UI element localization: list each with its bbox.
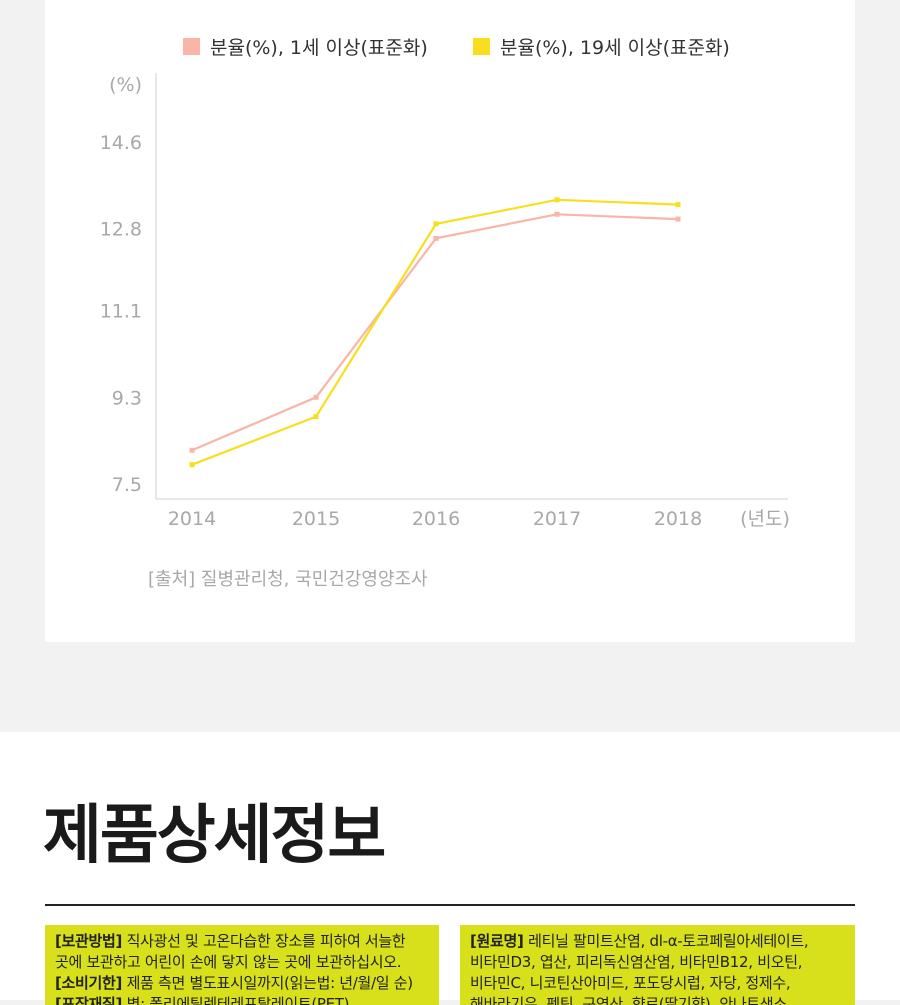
info-text: 직사광선 및 고온다습한 장소를 피하여 서늘한: [122, 932, 406, 950]
info-text: 해바라기유, 펙틴, 구연산, 향료(딸기향), 안나토색소: [470, 995, 787, 1005]
x-tick-label: 2018: [654, 508, 702, 530]
chart-legend: 분율(%), 1세 이상(표준화) 분율(%), 19세 이상(표준화): [45, 33, 855, 59]
data-point-series-2: [433, 221, 439, 227]
info-text: 곳에 보관하고 어린이 손에 닿지 않는 곳에 보관하십시오.: [55, 953, 402, 971]
x-axis-unit-label: (년도): [740, 508, 790, 530]
storage-info-box: [보관방법] 직사광선 및 고온다습한 장소를 피하여 서늘한 곳에 보관하고 어…: [45, 925, 439, 1005]
info-text: 비타민D3, 엽산, 피리독신염산염, 비타민B12, 비오틴,: [470, 953, 803, 971]
data-point-series-1: [189, 447, 195, 453]
info-line: [원료명] 레티닐 팔미트산염, dl-α-토코페릴아세테이트,: [470, 931, 845, 952]
y-tick-label: 9.3: [112, 387, 142, 409]
legend-label-series-1: 분율(%), 1세 이상(표준화): [210, 37, 428, 59]
series-line-1: [191, 213, 679, 452]
data-point-series-2: [189, 462, 195, 468]
x-tick-label: 2014: [168, 508, 216, 530]
product-detail-section: 제품상세정보 [보관방법] 직사광선 및 고온다습한 장소를 피하여 서늘한 곳에…: [0, 732, 900, 1005]
y-tick-label: 7.5: [112, 474, 142, 496]
info-line: 비타민C, 니코틴산아미드, 포도당시럽, 자당, 정제수,: [470, 973, 845, 994]
data-point-series-1: [554, 211, 560, 217]
info-line: 곳에 보관하고 어린이 손에 닿지 않는 곳에 보관하십시오.: [55, 952, 429, 973]
info-text: 제품 측면 별도표시일까지(읽는법: 년/월/일 순): [122, 974, 414, 992]
line-chart: (%) 14.6 12.8 11.1 9.3 7.5 2014 2015 2016 2017 201…: [100, 73, 790, 530]
ingredients-info-box: [원료명] 레티닐 팔미트산염, dl-α-토코페릴아세테이트, 비타민D3, 엽…: [460, 925, 855, 1005]
legend-swatch-series-1: [183, 38, 200, 55]
data-point-series-2: [554, 197, 560, 203]
legend-item-series-1: 분율(%), 1세 이상(표준화): [183, 33, 428, 60]
data-point-series-1: [675, 216, 681, 222]
legend-label-series-2: 분율(%), 19세 이상(표준화): [500, 37, 730, 59]
info-label: [원료명]: [470, 932, 524, 950]
section-title: 제품상세정보: [43, 799, 386, 873]
info-line: [보관방법] 직사광선 및 고온다습한 장소를 피하여 서늘한: [55, 931, 429, 952]
x-tick-label: 2017: [533, 508, 581, 530]
info-label: [소비기한]: [55, 974, 123, 992]
data-point-series-2: [675, 202, 681, 208]
section-divider: [45, 904, 855, 906]
y-tick-label: 14.6: [100, 132, 142, 154]
info-label: [포장재질]: [55, 995, 123, 1005]
y-tick-label: 12.8: [100, 219, 142, 241]
info-line: 비타민D3, 엽산, 피리독신염산염, 비타민B12, 비오틴,: [470, 952, 845, 973]
chart-source: [출처] 질병관리청, 국민건강영양조사: [148, 569, 428, 590]
data-point-series-1: [433, 235, 439, 241]
y-axis-unit-label: (%): [109, 74, 142, 96]
y-tick-label: 11.1: [100, 301, 142, 323]
info-text: 레티닐 팔미트산염, dl-α-토코페릴아세테이트,: [523, 932, 809, 950]
data-point-series-2: [313, 414, 319, 420]
info-line: [소비기한] 제품 측면 별도표시일까지(읽는법: 년/월/일 순): [55, 973, 429, 994]
legend-item-series-2: 분율(%), 19세 이상(표준화): [473, 33, 730, 60]
info-label: [보관방법]: [55, 932, 123, 950]
chart-card: 분율(%), 1세 이상(표준화) 분율(%), 19세 이상(표준화) (%)…: [45, 0, 855, 642]
x-tick-label: 2016: [412, 508, 460, 530]
data-point-series-1: [313, 394, 319, 400]
info-text: 병: 폴리에틸렌테레프탈레이트(PET): [122, 995, 350, 1005]
info-text: 비타민C, 니코틴산아미드, 포도당시럽, 자당, 정제수,: [470, 974, 791, 992]
x-tick-label: 2015: [292, 508, 340, 530]
legend-swatch-series-2: [473, 38, 490, 55]
